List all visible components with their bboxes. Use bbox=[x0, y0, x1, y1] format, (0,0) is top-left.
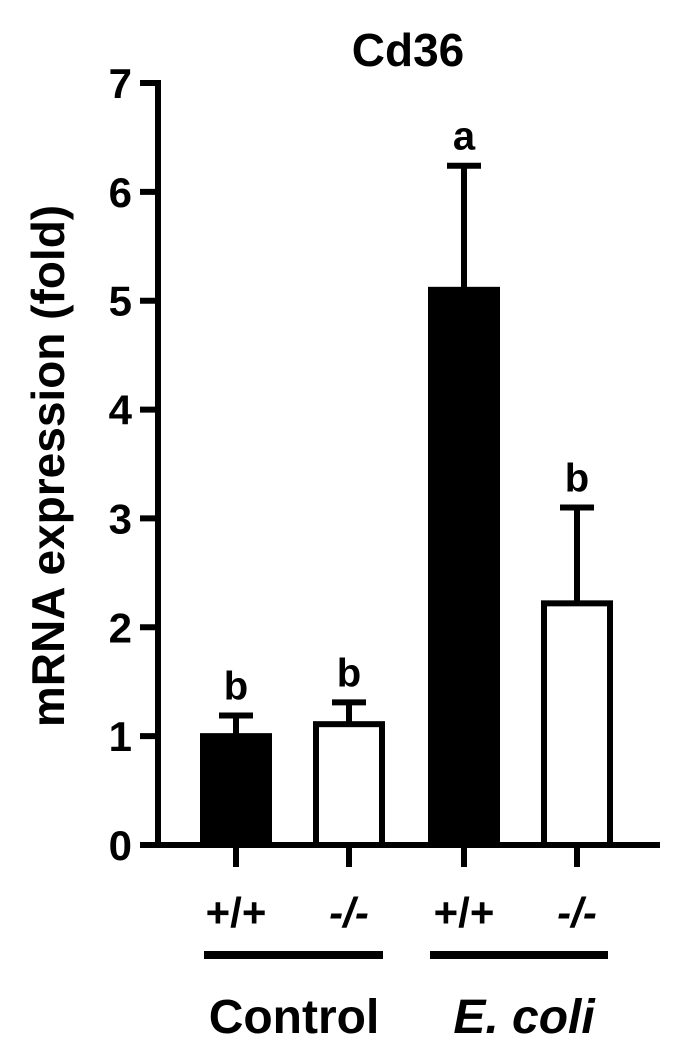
bar bbox=[200, 733, 272, 849]
group-label: E. coli bbox=[453, 991, 596, 1044]
y-tick-label: 5 bbox=[109, 278, 132, 325]
significance-label: b bbox=[224, 664, 248, 708]
y-tick-label: 6 bbox=[109, 169, 132, 216]
y-tick-label: 3 bbox=[109, 495, 132, 542]
significance-label: b bbox=[565, 457, 589, 501]
x-tick-label: -/- bbox=[329, 889, 369, 936]
bar bbox=[541, 600, 613, 849]
x-tick-label: +/+ bbox=[206, 889, 267, 936]
chart-title: Cd36 bbox=[352, 24, 464, 76]
y-tick-label: 1 bbox=[109, 713, 132, 760]
group-label: Control bbox=[209, 991, 380, 1044]
bar bbox=[313, 721, 385, 849]
y-axis-label: mRNA expression (fold) bbox=[22, 205, 74, 727]
y-tick-label: 2 bbox=[109, 604, 132, 651]
x-tick-label: +/+ bbox=[434, 889, 495, 936]
significance-label: a bbox=[453, 115, 476, 159]
plot-area: b b a b 0 1 2 3 4 5 6 7 +/+ -/- +/+ -/- Control E. coli bbox=[109, 60, 660, 1044]
y-tick-label: 0 bbox=[109, 822, 132, 869]
x-tick-label: -/- bbox=[557, 889, 597, 936]
y-tick-label: 7 bbox=[109, 60, 132, 107]
y-tick-label: 4 bbox=[109, 387, 133, 434]
significance-label: b bbox=[337, 651, 361, 695]
bar bbox=[428, 286, 500, 849]
